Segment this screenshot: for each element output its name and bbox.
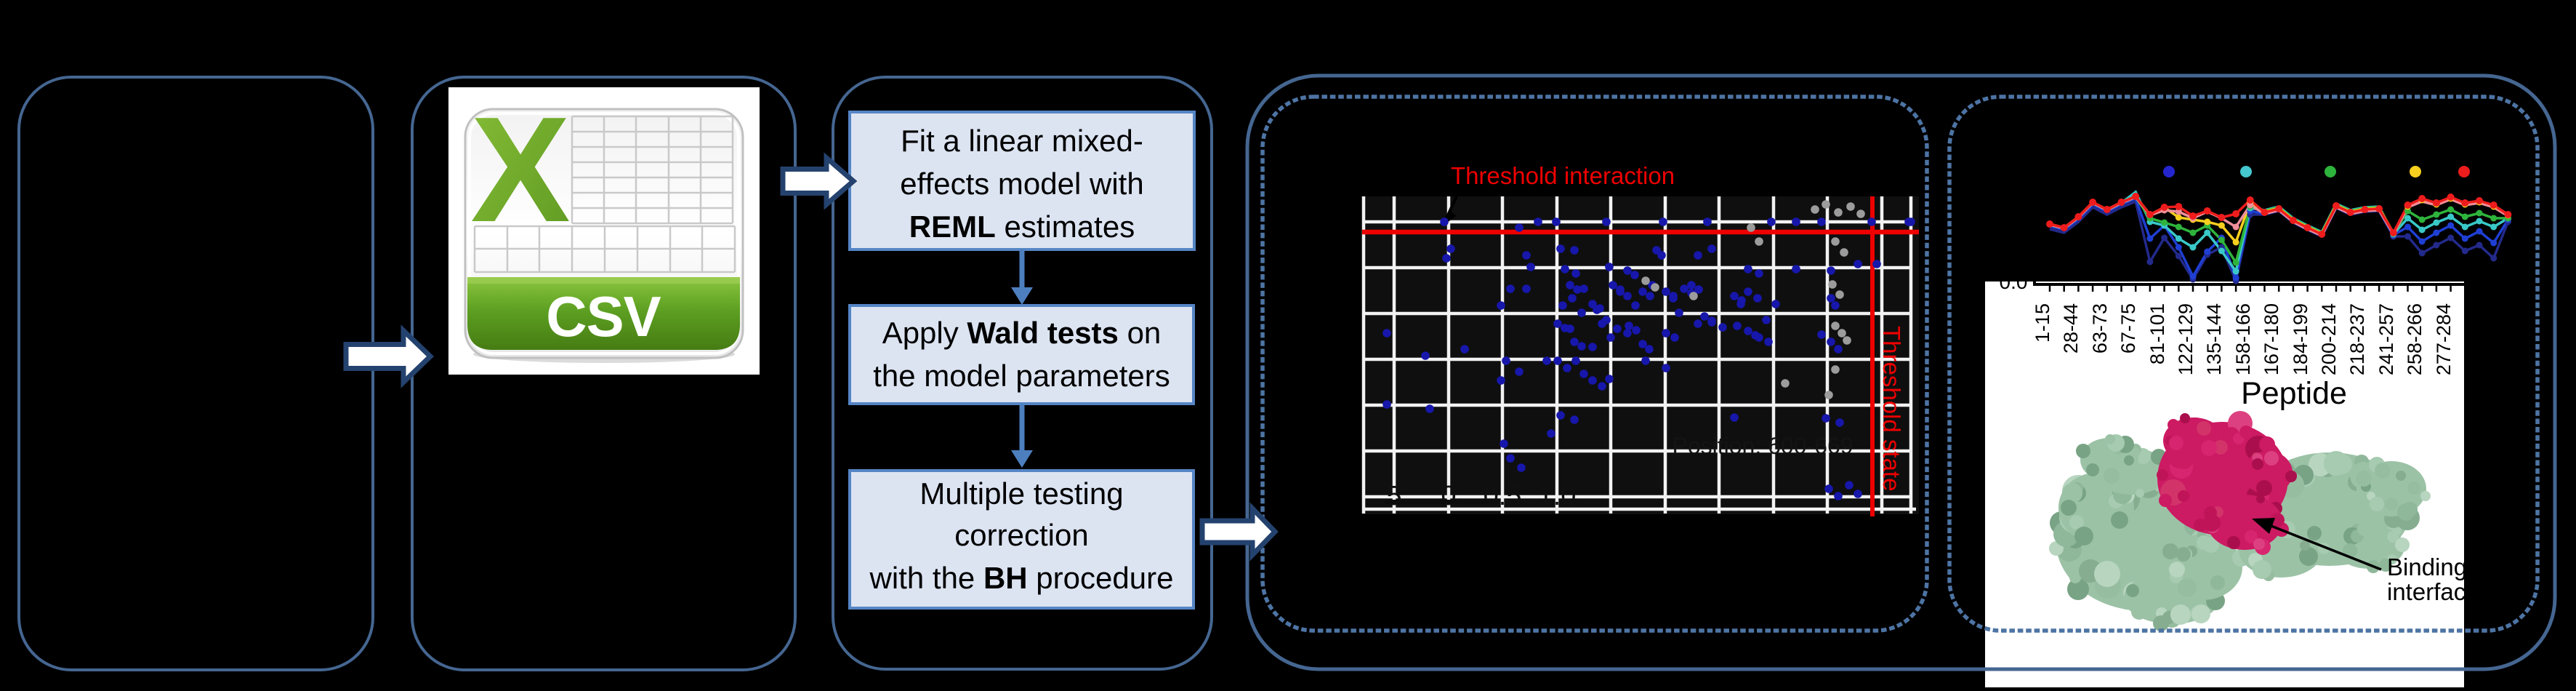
svg-text:REML estimates: REML estimates xyxy=(909,209,1135,244)
svg-text:0: 0 xyxy=(1441,481,1456,511)
svg-text:200-214: 200-214 xyxy=(2318,303,2340,375)
svg-text:135-144: 135-144 xyxy=(2203,303,2225,375)
svg-text:241-257: 241-257 xyxy=(2375,303,2397,375)
svg-text:Position: 600-669: Position: 600-669 xyxy=(1672,433,1853,459)
svg-text:67-75: 67-75 xyxy=(2117,303,2139,354)
svg-text:Peptide: Peptide xyxy=(2241,376,2347,411)
svg-text:0.0: 0.0 xyxy=(2000,271,2028,293)
svg-text:277-284: 277-284 xyxy=(2433,303,2455,375)
svg-text:258-266: 258-266 xyxy=(2404,303,2426,375)
svg-text:184-199: 184-199 xyxy=(2290,303,2311,375)
svg-text:Threshold state: Threshold state xyxy=(1878,326,1905,491)
svg-text:with the BH procedure: with the BH procedure xyxy=(869,561,1174,595)
svg-text:interface: interface xyxy=(2387,578,2479,605)
svg-text:Fit a linear mixed-: Fit a linear mixed- xyxy=(901,124,1143,158)
svg-text:Multiple testing: Multiple testing xyxy=(919,476,1123,511)
svg-text:correction: correction xyxy=(954,518,1088,552)
svg-text:CSV: CSV xyxy=(546,284,661,348)
svg-text:218-237: 218-237 xyxy=(2346,303,2368,375)
svg-text:28-44: 28-44 xyxy=(2060,303,2082,354)
svg-text:81-101: 81-101 xyxy=(2146,303,2168,364)
svg-text:158-166: 158-166 xyxy=(2232,303,2254,375)
svg-text:122-129: 122-129 xyxy=(2175,303,2197,375)
svg-text:effects model with: effects model with xyxy=(900,167,1143,201)
svg-text:63-73: 63-73 xyxy=(2089,303,2111,354)
svg-text:Binding: Binding xyxy=(2387,554,2467,580)
svg-text:1.0: 1.0 xyxy=(1538,481,1577,511)
svg-text:Apply Wald tests on: Apply Wald tests on xyxy=(882,316,1162,350)
svg-text:5: 5 xyxy=(1386,481,1401,511)
svg-text:Threshold interaction: Threshold interaction xyxy=(1451,162,1675,189)
svg-text:X: X xyxy=(470,86,570,253)
svg-text:1-15: 1-15 xyxy=(2032,303,2053,343)
svg-text:167-180: 167-180 xyxy=(2261,303,2282,375)
svg-text:0.5: 0.5 xyxy=(1484,481,1522,511)
svg-text:the model parameters: the model parameters xyxy=(873,359,1170,393)
